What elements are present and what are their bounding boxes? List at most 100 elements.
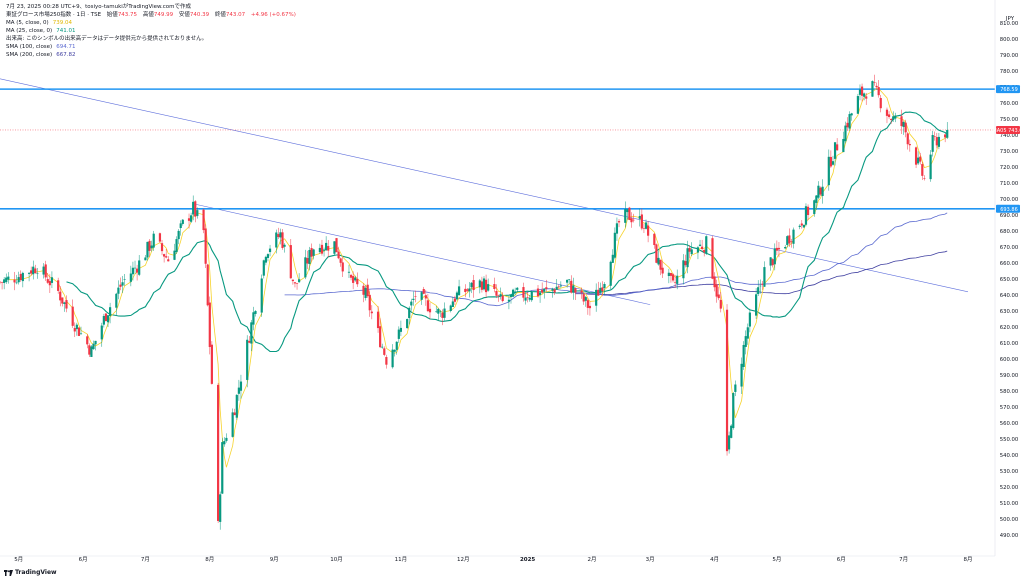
candle-body <box>106 315 110 323</box>
candle-body <box>204 228 207 264</box>
candle-body <box>559 285 562 287</box>
low-label: 安値 <box>178 12 190 18</box>
indicator-sma100[interactable]: SMA (100, close) 694.71 <box>6 43 296 51</box>
indicator-sma200[interactable]: SMA (200, close) 667.82 <box>6 51 296 59</box>
y-tick-label: 600.00 <box>1000 357 1019 363</box>
y-tick-label: 750.00 <box>1000 117 1019 123</box>
candle-body <box>748 312 751 327</box>
symbol-legend: 東証グロース市場250指数 · 1日 · TSE 始値743.75 高値749.… <box>6 11 296 19</box>
y-tick-label: 530.00 <box>1000 469 1019 475</box>
candle-body <box>435 311 438 313</box>
candle-body <box>545 287 548 289</box>
candle-body <box>27 272 31 274</box>
sma100-line <box>284 212 948 307</box>
candle-body <box>836 144 839 151</box>
candle-body <box>676 275 679 284</box>
candle-body <box>441 312 444 318</box>
candle-body <box>90 346 93 357</box>
candle-body <box>908 144 911 146</box>
open-value: 743.75 <box>117 12 138 18</box>
candle-body <box>144 257 147 261</box>
candle-body <box>667 272 670 277</box>
candle-body <box>946 129 949 138</box>
candle-body <box>617 221 621 223</box>
candle-body <box>586 300 589 308</box>
candle-body <box>784 246 787 249</box>
candle-body <box>337 251 340 259</box>
candle-body <box>295 283 299 284</box>
candle-body <box>524 297 527 301</box>
candle-body <box>210 344 213 384</box>
candle-body <box>138 260 141 275</box>
price-tag-label: 768.59 <box>1000 87 1018 93</box>
candle-body <box>395 341 398 350</box>
created-by-line: 7月 23, 2025 00:28 UTC+9、tosiyo-tamukiがTr… <box>6 4 192 10</box>
candle-body <box>844 125 847 142</box>
candle-body <box>472 280 475 291</box>
indicator-ma25[interactable]: MA (25, close, 0) 741.01 <box>6 27 296 35</box>
moving-averages <box>8 88 948 468</box>
candle-body <box>555 286 558 290</box>
candle-body <box>501 295 504 302</box>
candle-body <box>511 289 515 297</box>
candle-body <box>437 308 440 314</box>
candle-body <box>831 161 835 165</box>
candle-body <box>933 136 936 137</box>
candle-body <box>414 296 417 298</box>
indicator-label: 出来高: このシンボルの出来高データはデータ提供元から提供されておりません。 <box>6 36 208 42</box>
candle-body <box>732 392 735 428</box>
candle-body <box>659 259 662 270</box>
candle-body <box>921 164 924 176</box>
candle-body <box>339 258 342 263</box>
candle-body <box>568 279 571 280</box>
y-tick-label: 560.00 <box>1000 421 1019 427</box>
candle-body <box>755 294 758 316</box>
candle-body <box>455 292 459 300</box>
x-tick-label: 11月 <box>395 556 408 563</box>
candle-body <box>551 288 554 291</box>
candle-body <box>541 289 544 293</box>
candle-body <box>362 285 365 295</box>
indicator-value: 667.82 <box>56 52 76 58</box>
candle-body <box>383 348 386 355</box>
candle-body <box>48 281 51 286</box>
indicator-value: 741.01 <box>56 28 76 34</box>
candle-body <box>310 248 313 257</box>
candle-body <box>734 384 737 392</box>
candle-body <box>167 259 170 262</box>
x-tick-label: 10月 <box>330 556 343 563</box>
candle-body <box>584 297 587 301</box>
candle-body <box>642 227 646 229</box>
candle-body <box>603 283 606 289</box>
y-tick-label: 610.00 <box>1000 341 1019 347</box>
candle-body <box>100 325 103 340</box>
candlesticks <box>0 74 949 530</box>
candle-body <box>179 223 182 229</box>
indicator-ma5[interactable]: MA (5, close, 0) 739.04 <box>6 19 296 27</box>
candle-body <box>248 340 251 343</box>
x-tick-label: 9月 <box>270 556 279 563</box>
candle-body <box>347 271 351 273</box>
candle-body <box>318 247 321 253</box>
x-tick-label: 4月 <box>710 556 719 563</box>
candle-body <box>775 247 778 251</box>
candle-body <box>713 276 716 288</box>
y-tick-label: 630.00 <box>1000 309 1019 315</box>
candle-body <box>92 343 95 350</box>
chart-header: 7月 23, 2025 00:28 UTC+9、tosiyo-tamukiがTr… <box>6 3 296 59</box>
candle-body <box>221 442 224 494</box>
tradingview-watermark[interactable]: TradingView <box>4 569 57 576</box>
indicator-label: SMA (100, close) <box>6 44 53 50</box>
y-tick-label: 520.00 <box>1000 485 1019 491</box>
candle-body <box>860 86 864 96</box>
candle-body <box>917 157 920 164</box>
indicator-volume[interactable]: 出来高: このシンボルの出来高データはデータ提供元から提供されておりません。 <box>6 35 296 43</box>
candle-body <box>283 244 286 247</box>
candle-body <box>65 300 68 309</box>
y-tick-label: 800.00 <box>1000 37 1019 43</box>
x-tick-label: 7月 <box>899 556 908 563</box>
candle-body <box>306 258 309 264</box>
candle-body <box>385 357 388 365</box>
price-tag-label: 693.86 <box>1000 207 1018 213</box>
